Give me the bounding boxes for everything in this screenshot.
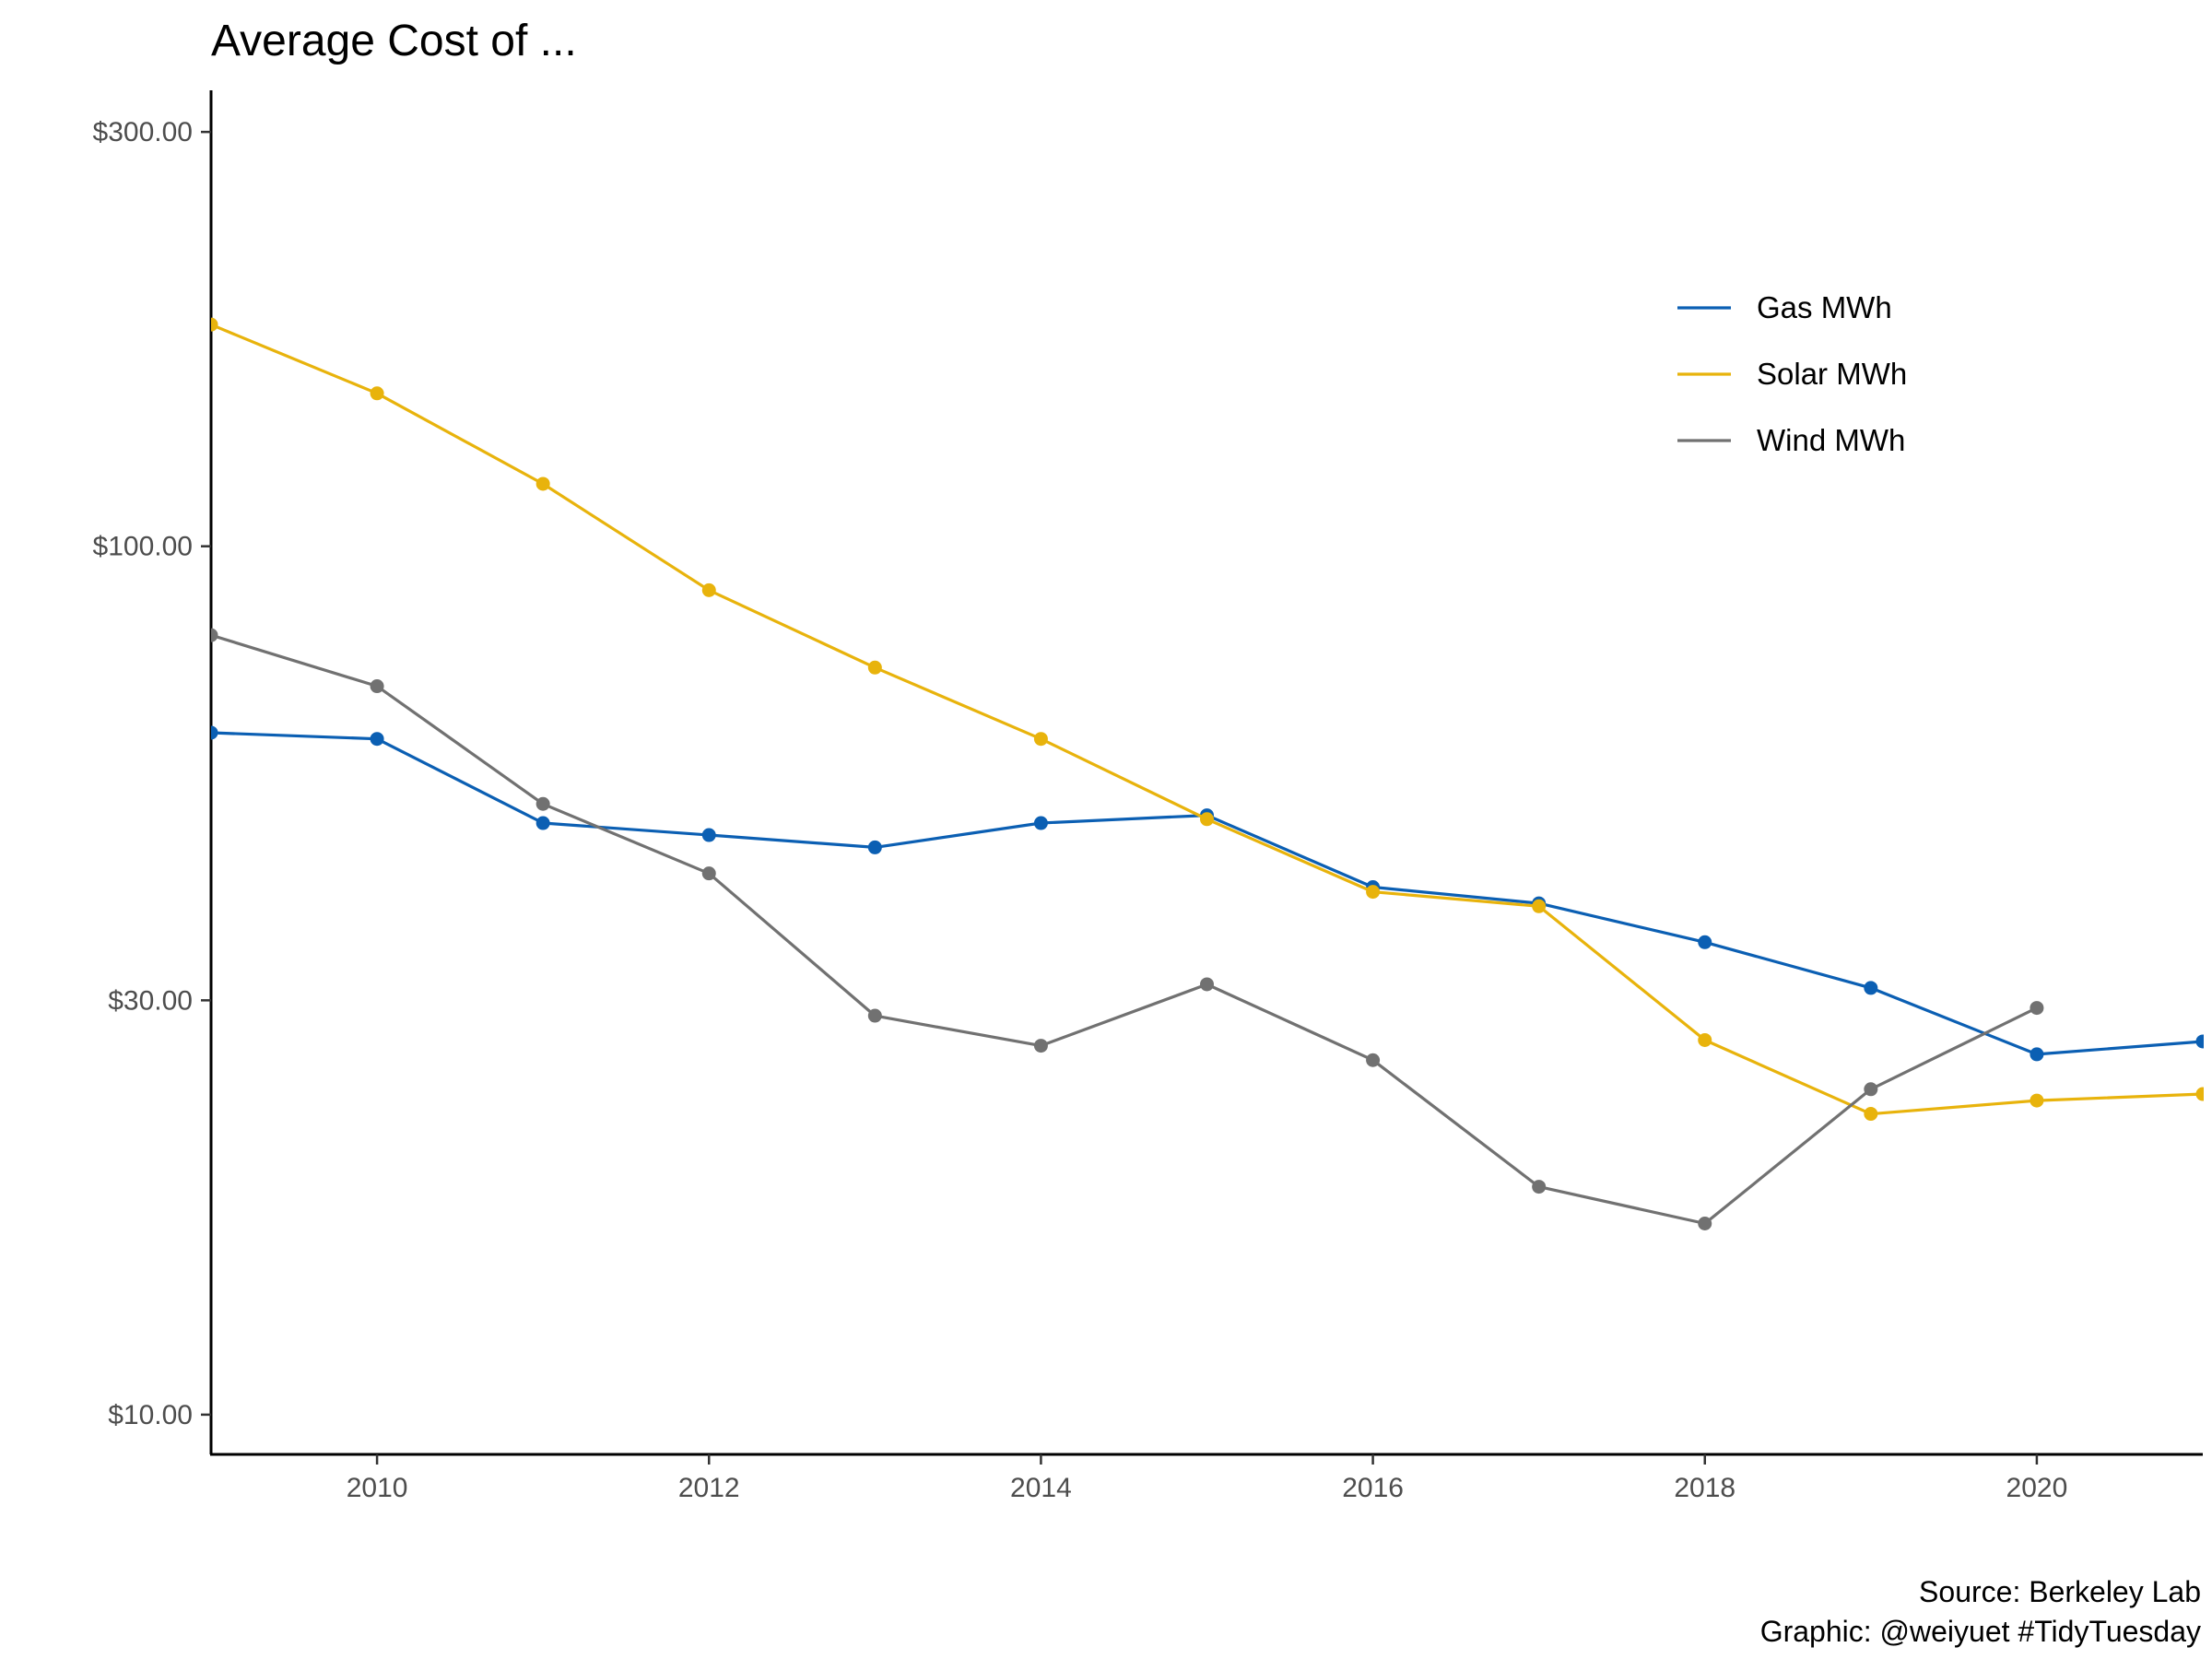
data-point-solar-mwh[interactable] bbox=[1200, 812, 1214, 827]
data-point-gas-mwh[interactable] bbox=[701, 828, 716, 842]
data-point-gas-mwh[interactable] bbox=[867, 840, 882, 854]
x-tick-label: 2014 bbox=[1010, 1473, 1072, 1503]
x-tick-label: 2010 bbox=[347, 1473, 408, 1503]
caption-source: Source: Berkeley Lab bbox=[1919, 1575, 2201, 1608]
data-point-wind-mwh[interactable] bbox=[1200, 977, 1214, 992]
data-point-wind-mwh[interactable] bbox=[370, 679, 384, 694]
legend-label-wind-mwh: Wind MWh bbox=[1757, 423, 1905, 457]
data-point-solar-mwh[interactable] bbox=[535, 477, 550, 491]
data-point-solar-mwh[interactable] bbox=[1033, 732, 1048, 747]
data-point-gas-mwh[interactable] bbox=[1033, 816, 1048, 830]
legend: Gas MWh Solar MWh Wind MWh bbox=[1677, 290, 1907, 457]
series-wind-mwh bbox=[205, 628, 2044, 1231]
data-point-wind-mwh[interactable] bbox=[1532, 1180, 1547, 1194]
y-tick-label: $100.00 bbox=[93, 532, 193, 562]
data-point-wind-mwh[interactable] bbox=[1864, 1082, 1878, 1097]
chart-title: Average Cost of ... bbox=[211, 17, 577, 65]
y-axis: $10.00 $30.00 $100.00 $300.00 bbox=[93, 90, 213, 1454]
data-point-wind-mwh[interactable] bbox=[2030, 1001, 2044, 1016]
data-point-solar-mwh[interactable] bbox=[205, 317, 218, 332]
data-point-solar-mwh[interactable] bbox=[701, 582, 716, 597]
data-point-gas-mwh[interactable] bbox=[205, 725, 218, 740]
data-point-wind-mwh[interactable] bbox=[1698, 1217, 1712, 1231]
data-point-wind-mwh[interactable] bbox=[205, 628, 218, 642]
data-point-gas-mwh[interactable] bbox=[2195, 1034, 2210, 1049]
data-point-gas-mwh[interactable] bbox=[1698, 935, 1712, 949]
data-point-gas-mwh[interactable] bbox=[1864, 981, 1878, 995]
x-tick-label: 2012 bbox=[678, 1473, 740, 1503]
series-layer bbox=[205, 317, 2210, 1231]
data-point-solar-mwh[interactable] bbox=[1864, 1107, 1878, 1122]
data-point-wind-mwh[interactable] bbox=[1033, 1039, 1048, 1053]
data-point-solar-mwh[interactable] bbox=[1532, 899, 1547, 913]
legend-item-gas-mwh: Gas MWh bbox=[1677, 290, 1892, 324]
data-point-solar-mwh[interactable] bbox=[867, 660, 882, 675]
x-tick-label: 2018 bbox=[1674, 1473, 1735, 1503]
series-solar-mwh bbox=[205, 317, 2210, 1122]
caption: Source: Berkeley Lab Graphic: @weiyuet #… bbox=[1760, 1575, 2201, 1648]
x-axis: 2010 2012 2014 2016 2018 2020 bbox=[210, 1453, 2203, 1503]
caption-graphic: Graphic: @weiyuet #TidyTuesday bbox=[1760, 1615, 2201, 1648]
legend-label-gas-mwh: Gas MWh bbox=[1757, 290, 1892, 324]
y-tick-label: $30.00 bbox=[108, 985, 193, 1016]
legend-item-solar-mwh: Solar MWh bbox=[1677, 357, 1907, 391]
data-point-wind-mwh[interactable] bbox=[535, 796, 550, 811]
y-tick-label: $300.00 bbox=[93, 117, 193, 147]
data-point-solar-mwh[interactable] bbox=[1698, 1032, 1712, 1047]
x-tick-label: 2016 bbox=[1342, 1473, 1404, 1503]
data-point-solar-mwh[interactable] bbox=[1366, 885, 1381, 900]
data-point-gas-mwh[interactable] bbox=[370, 732, 384, 747]
x-tick-label: 2020 bbox=[2006, 1473, 2068, 1503]
data-point-solar-mwh[interactable] bbox=[2030, 1093, 2044, 1108]
data-point-gas-mwh[interactable] bbox=[2030, 1047, 2044, 1062]
y-tick-label: $10.00 bbox=[108, 1400, 193, 1430]
legend-label-solar-mwh: Solar MWh bbox=[1757, 357, 1907, 391]
data-point-solar-mwh[interactable] bbox=[370, 386, 384, 401]
series-line-wind-mwh bbox=[211, 633, 2038, 1226]
data-point-wind-mwh[interactable] bbox=[867, 1008, 882, 1023]
data-point-gas-mwh[interactable] bbox=[535, 816, 550, 830]
data-point-wind-mwh[interactable] bbox=[701, 866, 716, 881]
data-point-wind-mwh[interactable] bbox=[1366, 1053, 1381, 1067]
legend-item-wind-mwh: Wind MWh bbox=[1677, 423, 1905, 457]
data-point-solar-mwh[interactable] bbox=[2195, 1087, 2210, 1101]
